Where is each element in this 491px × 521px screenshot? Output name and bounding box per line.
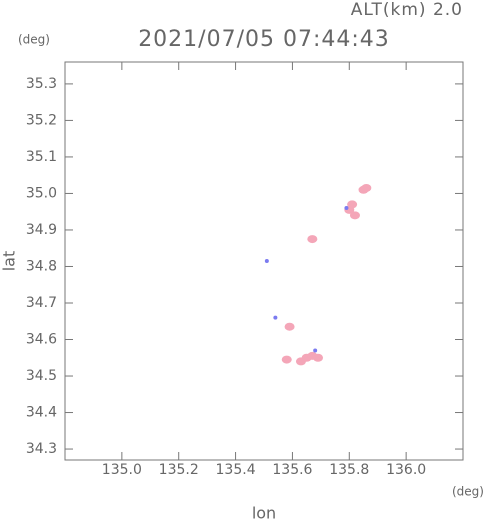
chart-title: 2021/07/05 07:44:43 bbox=[138, 27, 390, 52]
y-tick-label: 34.9 bbox=[26, 222, 57, 238]
chart-subtitle: ALT(km) 2.0 bbox=[351, 0, 463, 20]
y-tick-label: 34.6 bbox=[26, 332, 57, 348]
echo-point bbox=[284, 322, 295, 331]
y-axis-label: lat bbox=[0, 251, 19, 272]
y-unit: (deg) bbox=[18, 33, 50, 47]
echo-point bbox=[313, 353, 324, 362]
y-tick-label: 35.2 bbox=[26, 112, 57, 128]
y-tick-label: 34.3 bbox=[26, 441, 57, 457]
echo-point bbox=[344, 206, 349, 211]
x-axis-label: lon bbox=[252, 504, 276, 521]
echo-point bbox=[307, 235, 318, 244]
y-tick-label: 34.5 bbox=[26, 368, 57, 384]
x-tick-label: 135.4 bbox=[216, 462, 256, 478]
x-tick-label: 135.0 bbox=[102, 462, 142, 478]
echo-point bbox=[281, 355, 292, 364]
x-tick-label: 135.8 bbox=[329, 462, 369, 478]
y-tick-label: 34.7 bbox=[26, 295, 57, 311]
echo-point bbox=[273, 315, 278, 320]
x-tick-label: 135.2 bbox=[159, 462, 199, 478]
echo-point bbox=[361, 183, 372, 192]
plot-frame bbox=[64, 61, 464, 461]
echo-point bbox=[264, 259, 269, 263]
y-tick-label: 34.4 bbox=[26, 405, 57, 421]
x-tick-label: 136.0 bbox=[386, 462, 426, 478]
echo-point bbox=[313, 348, 318, 353]
echo-point bbox=[349, 211, 360, 220]
y-tick-label: 35.1 bbox=[26, 149, 57, 165]
y-tick-label: 34.8 bbox=[26, 258, 57, 274]
echo-point bbox=[347, 200, 358, 209]
y-tick-label: 35.3 bbox=[26, 76, 57, 92]
x-tick-label: 135.6 bbox=[272, 462, 312, 478]
y-tick-label: 35.0 bbox=[26, 185, 57, 201]
x-unit: (deg) bbox=[452, 485, 484, 499]
